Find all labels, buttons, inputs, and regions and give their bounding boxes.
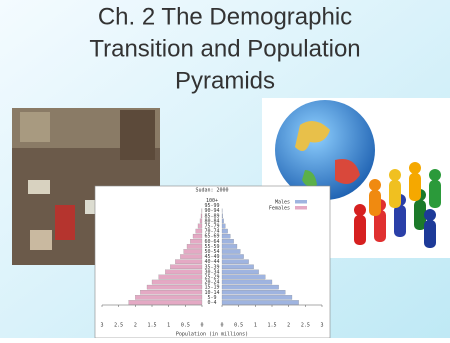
bar [222, 219, 224, 223]
chart-title: Sudan: 2000 [195, 188, 228, 194]
legend-swatch [295, 200, 307, 204]
bar [140, 290, 202, 294]
age-label: 100+ [206, 198, 218, 204]
bar [170, 265, 202, 269]
x-tick-label: 0 [200, 323, 203, 329]
bar [201, 214, 202, 218]
x-tick-label: 0 [220, 323, 223, 329]
bar [222, 265, 254, 269]
bar [198, 224, 202, 228]
bar [152, 280, 202, 284]
x-tick-label: 0.5 [234, 323, 243, 329]
x-tick-label: 1 [254, 323, 257, 329]
bar [222, 280, 272, 284]
bar [222, 285, 279, 289]
bar [222, 254, 244, 258]
x-tick-label: 3 [100, 323, 103, 329]
bar [222, 260, 249, 264]
bar [222, 214, 223, 218]
x-tick-label: 2 [287, 323, 290, 329]
bar [222, 290, 285, 294]
bar [190, 239, 202, 243]
bar [196, 229, 202, 233]
bar [222, 249, 240, 253]
x-tick-label: 3 [320, 323, 323, 329]
bar [165, 270, 202, 274]
x-axis-label: Population (in millions) [176, 332, 248, 338]
title-line: Ch. 2 The Demographic [98, 3, 352, 30]
bar [222, 224, 225, 228]
bar [184, 249, 202, 253]
bar [180, 254, 202, 258]
x-tick-label: 1.5 [267, 323, 276, 329]
bar [222, 300, 299, 304]
legend-swatch [295, 206, 307, 210]
title-line: Pyramids [175, 67, 275, 94]
bar [193, 234, 202, 238]
bar [147, 285, 202, 289]
bar [200, 219, 202, 223]
x-tick-label: 2.5 [114, 323, 123, 329]
bar [129, 300, 202, 304]
bar [175, 260, 202, 264]
bar [222, 275, 265, 279]
bar [135, 295, 202, 299]
bar [222, 244, 237, 248]
bar [222, 239, 234, 243]
x-tick-label: 2.5 [301, 323, 310, 329]
x-tick-label: 1 [167, 323, 170, 329]
bar [222, 295, 292, 299]
legend-label: Females [269, 206, 290, 212]
bar [222, 229, 228, 233]
x-tick-label: 0.5 [181, 323, 190, 329]
bar [187, 244, 202, 248]
bar [222, 270, 259, 274]
x-tick-label: 1.5 [147, 323, 156, 329]
x-tick-label: 2 [134, 323, 137, 329]
bar [159, 275, 202, 279]
bar [222, 234, 230, 238]
title-line: Transition and Population [89, 35, 360, 62]
